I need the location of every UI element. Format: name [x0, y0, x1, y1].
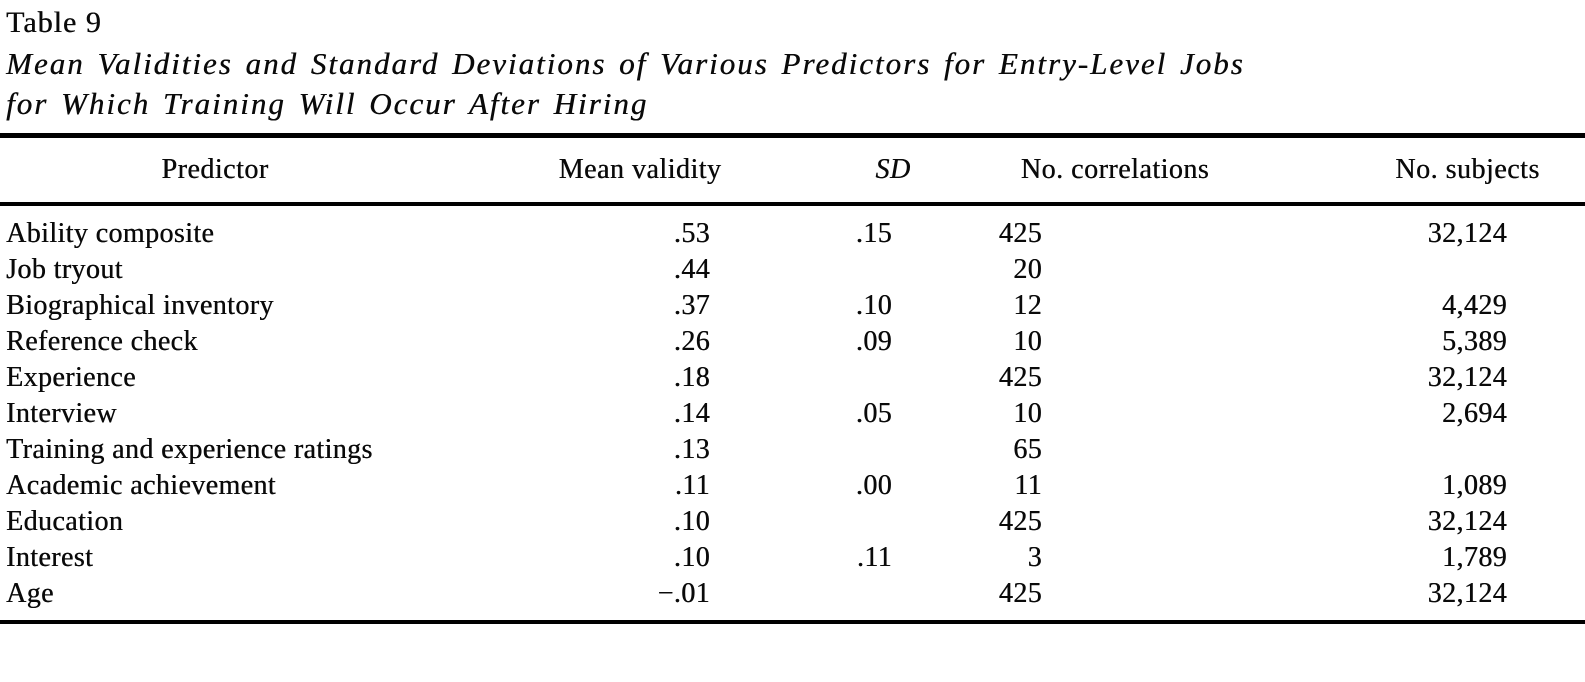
- table-body: Ability composite .53 .15 425 32,124 Job…: [0, 204, 1585, 622]
- col-header-mean-validity: Mean validity: [430, 135, 850, 206]
- no-subjects-cell: 5,389: [1442, 326, 1507, 357]
- no-correlations-cell: 425: [998, 362, 1042, 393]
- no-correlations-cell: 3: [1027, 542, 1042, 573]
- no-subjects-cell: 1,789: [1442, 542, 1507, 573]
- mean-validity-cell: −.01: [657, 578, 710, 609]
- table-row: Interview .14 .05 10 2,694: [0, 396, 1585, 432]
- no-correlations-cell: 10: [1013, 326, 1042, 357]
- table-row: Training and experience ratings .13 65: [0, 432, 1585, 468]
- mean-validity-cell: .44: [673, 254, 710, 285]
- predictor-cell: Academic achievement: [6, 470, 276, 501]
- table-row: Job tryout .44 20: [0, 252, 1585, 288]
- predictor-cell: Job tryout: [6, 254, 123, 285]
- sd-cell: [850, 576, 960, 622]
- sd-cell: .10: [855, 290, 892, 321]
- no-correlations-cell: 425: [998, 506, 1042, 537]
- no-correlations-cell: 65: [1013, 434, 1042, 465]
- table-caption-line-2: for Which Training Will Occur After Hiri…: [6, 86, 649, 121]
- mean-validity-cell: .53: [673, 218, 710, 249]
- no-correlations-cell: 425: [998, 578, 1042, 609]
- no-correlations-cell: 12: [1013, 290, 1042, 321]
- predictor-cell: Reference check: [6, 326, 198, 357]
- table-row: Experience .18 425 32,124: [0, 360, 1585, 396]
- col-header-sd: SD: [850, 135, 960, 206]
- sd-cell: .00: [855, 470, 892, 501]
- mean-validity-cell: .10: [673, 542, 710, 573]
- table-label: Table 9: [6, 6, 102, 39]
- predictor-cell: Experience: [6, 362, 136, 393]
- table-header-row: Predictor Mean validity SD No. correlati…: [0, 135, 1585, 206]
- no-correlations-cell: 10: [1013, 398, 1042, 429]
- no-subjects-cell: 32,124: [1427, 362, 1507, 393]
- no-subjects-cell: 4,429: [1442, 290, 1507, 321]
- no-subjects-cell: 32,124: [1427, 578, 1507, 609]
- table-row: Reference check .26 .09 10 5,389: [0, 324, 1585, 360]
- no-subjects-cell: 1,089: [1442, 470, 1507, 501]
- predictor-cell: Age: [6, 578, 54, 609]
- no-correlations-cell: 20: [1013, 254, 1042, 285]
- sd-cell: .05: [855, 398, 892, 429]
- sd-cell: [850, 504, 960, 540]
- predictor-cell: Training and experience ratings: [6, 434, 373, 465]
- table-row: Ability composite .53 .15 425 32,124: [0, 204, 1585, 252]
- no-subjects-cell: 32,124: [1427, 218, 1507, 249]
- predictor-cell: Biographical inventory: [6, 290, 274, 321]
- col-header-predictor: Predictor: [0, 135, 430, 206]
- table-row: Biographical inventory .37 .10 12 4,429: [0, 288, 1585, 324]
- table-row: Interest .10 .11 3 1,789: [0, 540, 1585, 576]
- mean-validity-cell: .26: [673, 326, 710, 357]
- no-correlations-cell: 425: [998, 218, 1042, 249]
- validity-table: Predictor Mean validity SD No. correlati…: [0, 133, 1585, 624]
- predictor-cell: Ability composite: [6, 218, 215, 249]
- sd-cell: [850, 432, 960, 468]
- sd-cell: [850, 360, 960, 396]
- col-header-no-subjects: No. subjects: [1270, 135, 1585, 206]
- col-header-no-correlations: No. correlations: [960, 135, 1270, 206]
- table-caption-line-1: Mean Validities and Standard Deviations …: [6, 46, 1245, 81]
- no-subjects-cell: [1270, 252, 1585, 288]
- predictor-cell: Interest: [6, 542, 94, 573]
- mean-validity-cell: .13: [673, 434, 710, 465]
- sd-cell: .09: [855, 326, 892, 357]
- table-row: Age −.01 425 32,124: [0, 576, 1585, 622]
- no-subjects-cell: [1270, 432, 1585, 468]
- mean-validity-cell: .18: [673, 362, 710, 393]
- table-row: Education .10 425 32,124: [0, 504, 1585, 540]
- mean-validity-cell: .37: [673, 290, 710, 321]
- sd-cell: [850, 252, 960, 288]
- sd-cell: .15: [855, 218, 892, 249]
- no-subjects-cell: 32,124: [1427, 506, 1507, 537]
- no-correlations-cell: 11: [1014, 470, 1042, 501]
- table-row: Academic achievement .11 .00 11 1,089: [0, 468, 1585, 504]
- predictor-cell: Interview: [6, 398, 117, 429]
- sd-cell: .11: [856, 542, 892, 573]
- predictor-cell: Education: [6, 506, 124, 537]
- mean-validity-cell: .14: [673, 398, 710, 429]
- no-subjects-cell: 2,694: [1442, 398, 1507, 429]
- table-caption: Mean Validities and Standard Deviations …: [6, 44, 1245, 124]
- mean-validity-cell: .11: [674, 470, 710, 501]
- mean-validity-cell: .10: [673, 506, 710, 537]
